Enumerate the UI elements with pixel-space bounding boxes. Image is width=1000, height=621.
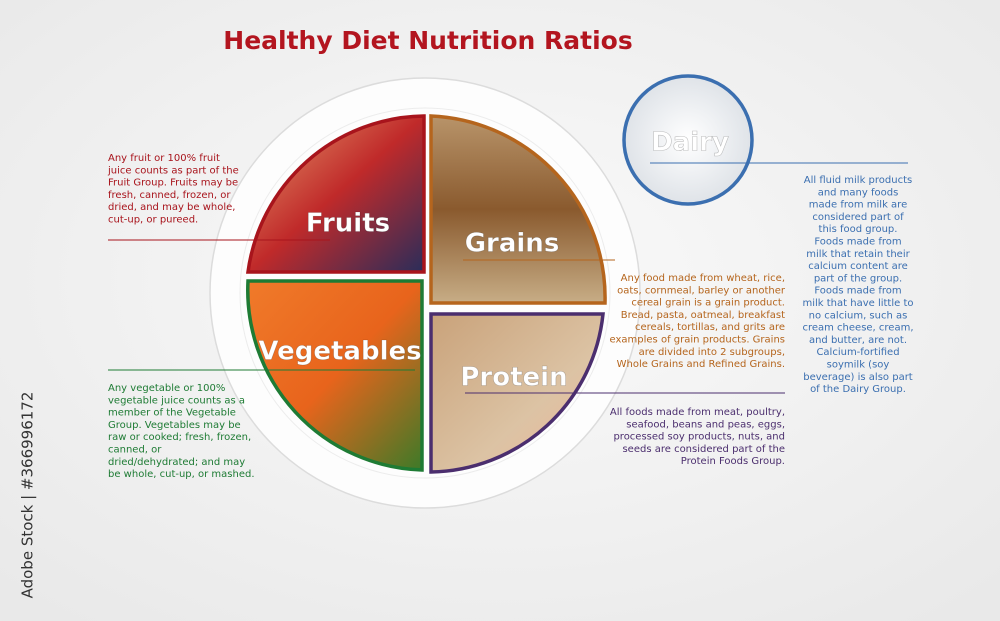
description-line: cereal grain is a grain product. xyxy=(631,298,785,309)
section-label: Dairy xyxy=(651,128,729,158)
description-line: beverage) is also part xyxy=(803,372,913,383)
description-line: this food group. xyxy=(819,224,898,235)
description-line: oats, cornmeal, barley or another xyxy=(617,285,786,296)
description-line: Calcium-fortified xyxy=(816,347,899,358)
description-line: seafood, beans and peas, eggs, xyxy=(626,419,785,430)
description-line: canned, or xyxy=(108,445,162,456)
vegetables-section xyxy=(246,279,424,472)
description-line: member of the Vegetable xyxy=(108,408,236,419)
description-line: soymilk (soy xyxy=(827,360,890,371)
grains-section xyxy=(429,114,607,305)
description-line: and butter, are not. xyxy=(809,335,907,346)
description-line: Foods made from xyxy=(814,237,901,248)
description-line: Any vegetable or 100% xyxy=(108,383,225,394)
description-line: considered part of xyxy=(812,212,904,223)
description-line: milk that have little to xyxy=(802,298,913,309)
description-line: Group. Vegetables may be xyxy=(108,420,241,431)
description-line: part of the group. xyxy=(814,273,902,284)
description-line: of the Dairy Group. xyxy=(810,384,906,395)
description-line: cereals, tortillas, and grits are xyxy=(635,322,785,333)
description-line: Any food made from wheat, rice, xyxy=(621,273,785,284)
description-line: are divided into 2 subgroups, xyxy=(639,347,785,358)
plate-rim xyxy=(239,107,611,479)
description-line: juice counts as part of the xyxy=(107,165,239,176)
description-line: Whole Grains and Refined Grains. xyxy=(617,359,785,370)
description-line: Foods made from xyxy=(814,286,901,297)
description-line: cut-up, or pureed. xyxy=(108,215,198,226)
description-line: processed soy products, nuts, and xyxy=(613,432,785,443)
description-line: Fruit Group. Fruits may be xyxy=(108,178,238,189)
description-line: no calcium, such as xyxy=(809,310,908,321)
description-line: seeds are considered part of the xyxy=(622,444,785,455)
section-label: Fruits xyxy=(306,209,390,239)
section-label: Protein xyxy=(460,363,567,393)
description-line: dried, and may be whole, xyxy=(108,202,235,213)
description-line: calcium content are xyxy=(808,261,908,272)
description-line: dried/dehydrated; and may xyxy=(108,457,245,468)
description-line: vegetable juice counts as a xyxy=(108,395,245,406)
description-line: raw or cooked; fresh, frozen, xyxy=(108,432,251,443)
description-line: Any fruit or 100% fruit xyxy=(108,153,220,164)
description-line: All foods made from meat, poultry, xyxy=(610,407,785,418)
title: Healthy Diet Nutrition Ratios xyxy=(223,26,632,55)
description-line: Bread, pasta, oatmeal, breakfast xyxy=(621,310,785,321)
description-line: be whole, cut-up, or mashed. xyxy=(108,469,255,480)
description-line: Protein Foods Group. xyxy=(681,456,785,467)
section-label: Grains xyxy=(465,229,560,259)
description-line: examples of grain products. Grains xyxy=(610,335,785,346)
fruits-section xyxy=(245,114,426,274)
description-line: cream cheese, cream, xyxy=(802,323,913,334)
description-line: milk that retain their xyxy=(806,249,910,260)
section-label: Vegetables xyxy=(258,337,421,367)
description-line: fresh, canned, frozen, or xyxy=(108,190,231,201)
description-line: and many foods xyxy=(818,187,899,198)
dairy-section xyxy=(622,74,754,206)
description-line: All fluid milk products xyxy=(804,175,912,186)
description-line: made from milk are xyxy=(809,200,907,211)
watermark: Adobe Stock | #366996172 xyxy=(19,392,37,599)
